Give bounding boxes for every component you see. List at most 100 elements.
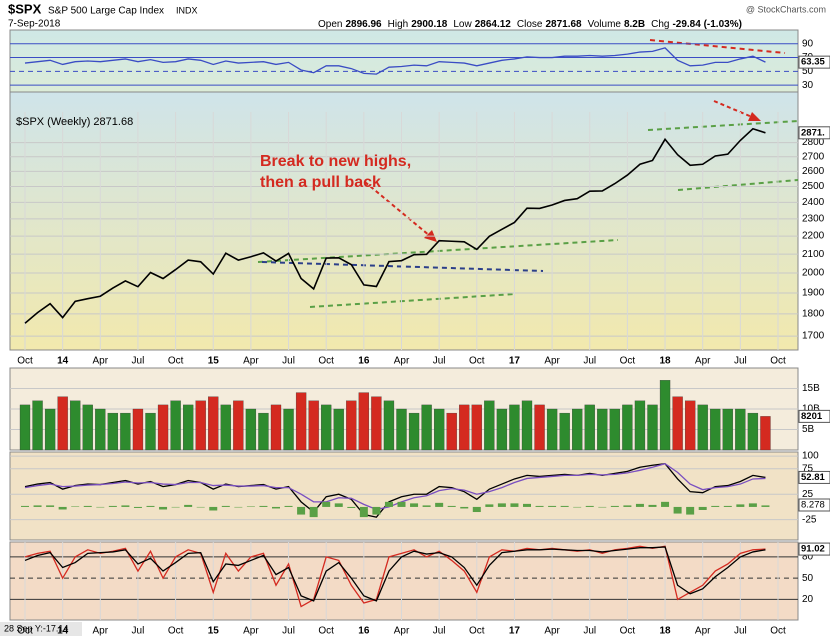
histogram-bar xyxy=(347,506,356,508)
cursor-readout: 28 Sep Y:-17.14 xyxy=(4,623,68,633)
x-tick-label: Jul xyxy=(583,356,596,367)
x-tick-label: Oct xyxy=(168,626,184,637)
histogram-bar xyxy=(573,506,582,508)
histogram-bar xyxy=(272,506,280,509)
histogram-bar xyxy=(359,506,368,518)
x-tick-label: Apr xyxy=(93,626,109,637)
volume-bar xyxy=(609,408,620,451)
value-box xyxy=(798,498,830,512)
series-line xyxy=(24,462,766,511)
histogram-bar xyxy=(372,506,381,515)
histogram-bar xyxy=(535,505,544,507)
volume-bar xyxy=(634,400,646,451)
quote-value: 2871.68 xyxy=(545,19,582,30)
x-tick-label: Oct xyxy=(770,626,786,637)
x-tick-label: 17 xyxy=(509,356,521,367)
volume-bar xyxy=(471,404,482,451)
volume-bar xyxy=(245,408,257,451)
volume-bar xyxy=(685,400,696,451)
header: $SPX S&P 500 Large Cap Index INDX 7-Sep-… xyxy=(8,1,826,29)
symbol: $SPX xyxy=(8,1,42,16)
x-tick-label: Oct xyxy=(17,356,33,367)
histogram-bar xyxy=(221,505,230,507)
y-tick-label: -25 xyxy=(802,514,817,525)
histogram-bar xyxy=(196,506,205,508)
volume-bar xyxy=(57,396,68,451)
x-tick-label: 18 xyxy=(659,626,671,637)
histogram-bar xyxy=(246,506,255,507)
exchange: INDX xyxy=(176,5,198,15)
histogram-bar xyxy=(71,506,80,507)
x-tick-label: Jul xyxy=(282,626,295,637)
x-tick-label: 15 xyxy=(208,626,220,637)
volume-bar xyxy=(396,408,407,451)
histogram-bar xyxy=(83,505,92,507)
histogram-bar xyxy=(610,505,619,507)
volume-bar xyxy=(421,404,432,451)
histogram-bar xyxy=(711,505,720,507)
volume-bar xyxy=(546,408,558,451)
histogram-bar xyxy=(146,505,155,507)
arrow xyxy=(364,181,431,237)
volume-bar xyxy=(19,404,31,451)
quote-label: Chg xyxy=(651,19,669,30)
x-tick-label: Jul xyxy=(282,356,295,367)
histogram-bar xyxy=(648,504,657,507)
volume-bar xyxy=(459,404,470,451)
histogram-bar xyxy=(410,503,419,507)
y-tick-label: 2600 xyxy=(802,166,825,177)
value-box xyxy=(798,542,830,556)
x-tick-label: Oct xyxy=(168,356,184,367)
volume-bar xyxy=(220,404,231,451)
x-tick-label: Apr xyxy=(544,356,560,367)
x-tick-label: Apr xyxy=(394,356,410,367)
volume-bar xyxy=(32,400,43,451)
volume-bar xyxy=(697,404,708,451)
value-box xyxy=(798,470,830,484)
volume-bar xyxy=(647,404,658,451)
y-tick-label: 20 xyxy=(802,594,814,605)
volume-bar xyxy=(760,416,771,451)
y-tick-label: 30 xyxy=(802,80,814,91)
quote-value: 2900.18 xyxy=(411,19,448,30)
histogram-bar xyxy=(485,504,494,507)
volume-bar xyxy=(735,408,746,451)
x-tick-label: 18 xyxy=(659,356,671,367)
quote-label: Close xyxy=(517,19,543,30)
histogram-bar xyxy=(21,505,29,507)
volume-bar xyxy=(484,400,495,451)
histogram-bar xyxy=(723,505,732,507)
x-tick-label: Jul xyxy=(433,356,446,367)
y-tick-label: 25 xyxy=(802,489,814,500)
volume-bar xyxy=(534,404,545,451)
volume-bar xyxy=(722,408,733,451)
volume-bar xyxy=(44,408,56,451)
histogram-bar xyxy=(234,506,243,508)
value-label: 91.02 xyxy=(801,544,825,555)
y-tick-label: 5B xyxy=(802,424,815,435)
source: @ StockCharts.com xyxy=(746,4,826,14)
volume-bar xyxy=(710,408,721,451)
y-tick-label: 1800 xyxy=(802,309,825,320)
volume-bar xyxy=(295,392,307,451)
volume-bar xyxy=(371,396,382,451)
x-tick-label: Apr xyxy=(243,356,259,367)
quote-value: 2864.12 xyxy=(475,19,512,30)
volume-bar xyxy=(157,404,169,451)
y-tick-label: 2200 xyxy=(802,231,825,242)
histogram-bar xyxy=(472,506,481,513)
x-tick-label: 16 xyxy=(358,626,370,637)
y-tick-label: 50 xyxy=(802,66,814,77)
x-tick-label: Jul xyxy=(132,356,145,367)
y-tick-label: 1700 xyxy=(802,331,825,342)
arrowhead xyxy=(748,112,761,121)
x-tick-label: Oct xyxy=(17,626,33,637)
histogram-bar xyxy=(384,501,393,507)
histogram-bar xyxy=(435,502,444,507)
y-tick-label: 80 xyxy=(802,552,814,563)
histogram-bar xyxy=(748,503,757,507)
volume-bar xyxy=(95,408,106,451)
histogram-bar xyxy=(397,501,406,507)
x-tick-label: Jul xyxy=(734,626,747,637)
